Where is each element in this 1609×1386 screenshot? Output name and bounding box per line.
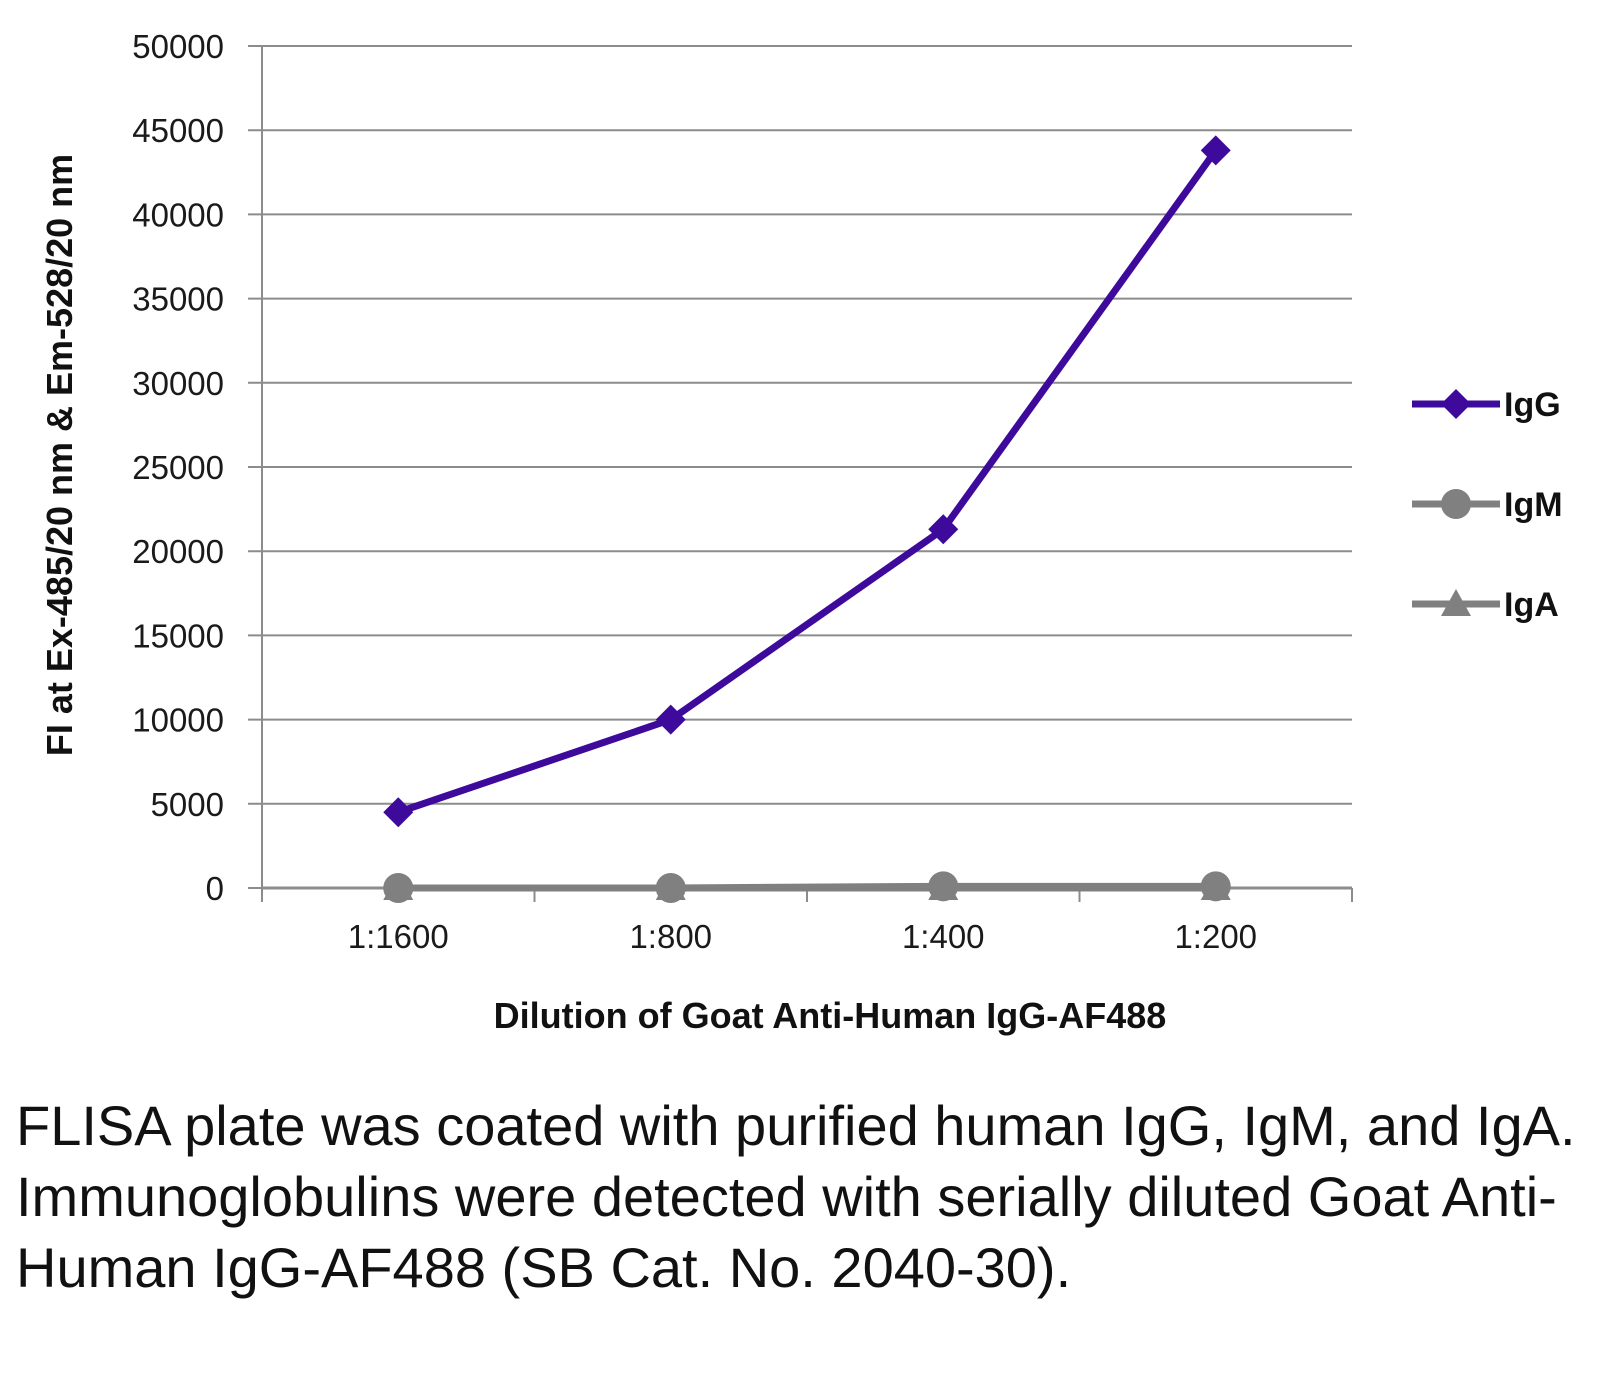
data-point-igg <box>383 797 414 828</box>
legend-marker <box>1441 489 1471 519</box>
figure-caption: FLISA plate was coated with purified hum… <box>16 1094 1576 1299</box>
data-point-igg <box>928 514 959 545</box>
y-tick-labels: 0 5000 10000 15000 20000 25000 30000 35000 40000… <box>132 28 224 907</box>
y-tick-label: 25000 <box>132 449 224 486</box>
legend-label: IgG <box>1504 386 1561 424</box>
series-igg <box>383 135 1231 828</box>
y-tick-label: 40000 <box>132 196 224 233</box>
legend-item-igg: IgG <box>1412 386 1561 424</box>
y-tick-label: 5000 <box>151 786 224 823</box>
y-tick-label: 20000 <box>132 533 224 570</box>
y-tick-label: 15000 <box>132 617 224 654</box>
gridlines <box>248 45 1352 889</box>
y-tick-label: 30000 <box>132 365 224 402</box>
x-tick-labels: 1:1600 1:800 1:400 1:200 <box>348 918 1257 955</box>
data-point-igm <box>928 871 959 902</box>
line-chart: 0 5000 10000 15000 20000 25000 30000 35000 40000… <box>39 28 1563 1036</box>
y-tick-label: 50000 <box>132 28 224 65</box>
legend-label: IgA <box>1504 586 1559 624</box>
data-point-igg <box>1200 135 1231 166</box>
x-tick-label: 1:400 <box>902 918 985 955</box>
y-tick-label: 0 <box>206 870 224 907</box>
series-igm <box>383 871 1231 903</box>
y-axis-title: FI at Ex-485/20 nm & Em-528/20 nm <box>39 154 80 756</box>
legend: IgG IgM IgA <box>1412 386 1563 624</box>
data-point-igm <box>1200 871 1231 902</box>
legend-marker <box>1441 589 1471 616</box>
series-layer <box>383 135 1231 903</box>
data-point-igm <box>383 873 414 903</box>
y-tick-label: 35000 <box>132 281 224 318</box>
x-tick-label: 1:200 <box>1174 918 1257 955</box>
axes <box>261 46 1353 902</box>
x-tick-label: 1:1600 <box>348 918 449 955</box>
y-tick-label: 45000 <box>132 112 224 149</box>
legend-item-igm: IgM <box>1412 486 1563 524</box>
legend-item-iga: IgA <box>1412 586 1559 624</box>
legend-label: IgM <box>1504 486 1563 524</box>
data-point-igg <box>655 704 686 735</box>
y-tick-label: 10000 <box>132 702 224 739</box>
series-line-igg <box>397 148 1219 816</box>
series-line-igm <box>398 882 1216 892</box>
x-axis-title: Dilution of Goat Anti-Human IgG-AF488 <box>494 995 1167 1036</box>
x-tick-label: 1:800 <box>629 918 712 955</box>
legend-marker <box>1441 389 1471 419</box>
data-point-igm <box>655 873 686 903</box>
